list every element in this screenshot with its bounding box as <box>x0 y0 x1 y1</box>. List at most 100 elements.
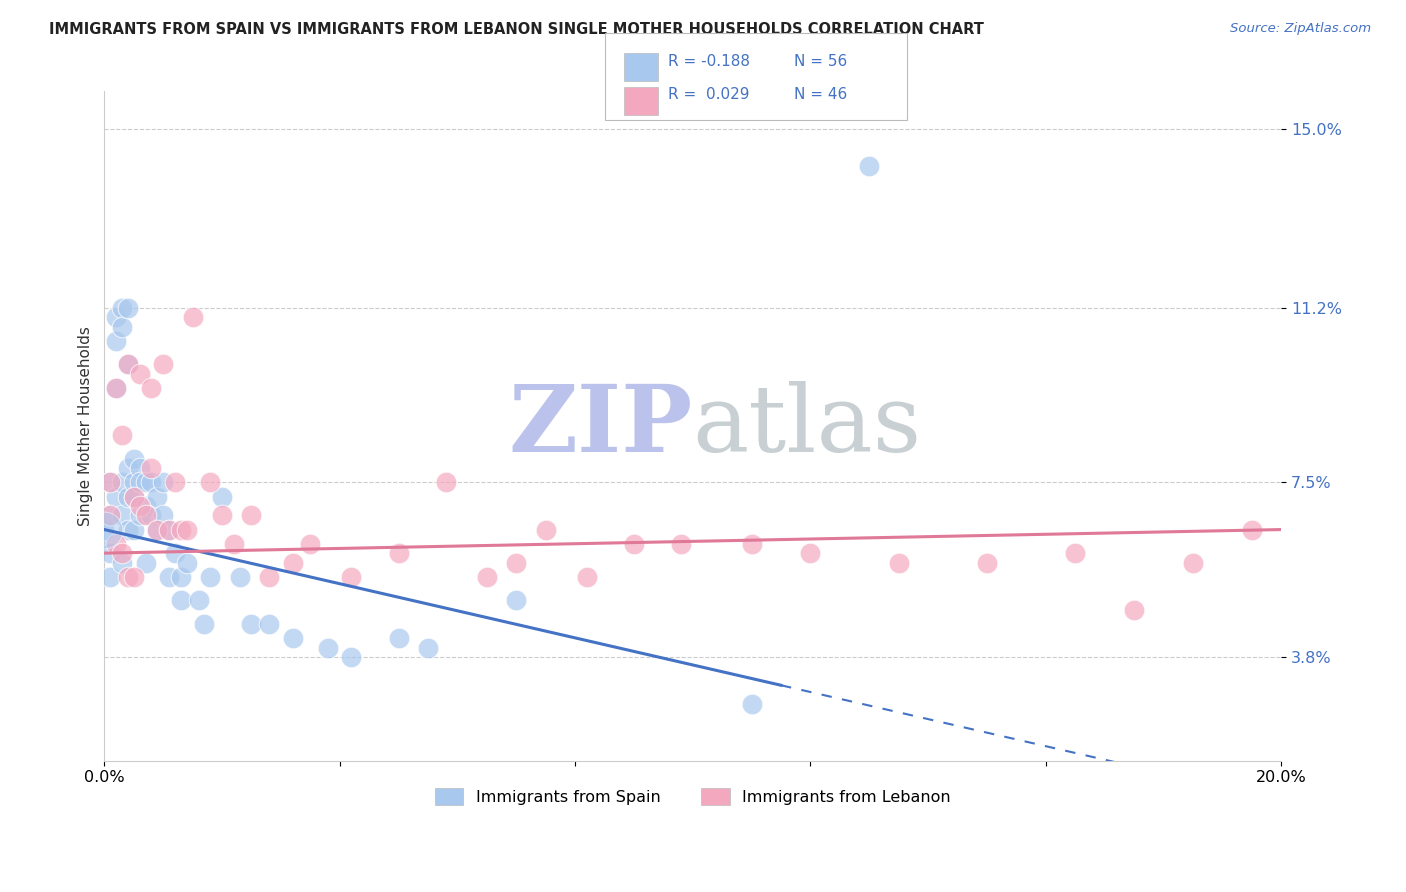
Point <box>105 381 128 395</box>
Point <box>98 546 121 560</box>
Point <box>170 523 193 537</box>
Point <box>181 310 204 325</box>
Point <box>299 537 322 551</box>
Point <box>122 490 145 504</box>
Point <box>200 475 222 490</box>
Point <box>111 319 134 334</box>
Point <box>146 490 169 504</box>
Point <box>128 508 150 523</box>
Point <box>741 537 763 551</box>
Point <box>117 301 139 315</box>
Point <box>105 381 128 395</box>
Text: N = 56: N = 56 <box>794 54 848 69</box>
Point <box>157 570 180 584</box>
Point <box>122 523 145 537</box>
Point <box>135 508 157 523</box>
Legend: Immigrants from Spain, Immigrants from Lebanon: Immigrants from Spain, Immigrants from L… <box>426 780 959 813</box>
Point <box>117 358 139 372</box>
Point <box>146 523 169 537</box>
Point <box>340 649 363 664</box>
Point <box>281 631 304 645</box>
Point <box>111 546 134 560</box>
Point <box>534 523 557 537</box>
Point <box>222 537 245 551</box>
Point <box>98 508 121 523</box>
Point <box>887 556 910 570</box>
Point <box>117 461 139 475</box>
Point <box>135 475 157 490</box>
Point <box>128 461 150 475</box>
Point <box>105 537 128 551</box>
Point <box>200 570 222 584</box>
Point <box>93 523 115 537</box>
Point <box>98 475 121 490</box>
Point <box>141 508 163 523</box>
Point <box>387 546 409 560</box>
Point <box>122 475 145 490</box>
Text: R = -0.188: R = -0.188 <box>668 54 749 69</box>
Point <box>240 616 263 631</box>
Point <box>146 523 169 537</box>
Point <box>152 475 174 490</box>
Point <box>163 475 186 490</box>
Point <box>170 593 193 607</box>
Point <box>475 570 498 584</box>
Point <box>1064 546 1087 560</box>
Point <box>623 537 645 551</box>
Point <box>111 428 134 442</box>
Point <box>741 697 763 711</box>
Text: IMMIGRANTS FROM SPAIN VS IMMIGRANTS FROM LEBANON SINGLE MOTHER HOUSEHOLDS CORREL: IMMIGRANTS FROM SPAIN VS IMMIGRANTS FROM… <box>49 22 984 37</box>
Point <box>128 367 150 381</box>
Point <box>122 570 145 584</box>
Point <box>281 556 304 570</box>
Point <box>93 523 115 537</box>
Point <box>98 508 121 523</box>
Point <box>316 640 339 655</box>
Point <box>858 159 880 173</box>
Point <box>111 301 134 315</box>
Point <box>135 499 157 513</box>
Text: Source: ZipAtlas.com: Source: ZipAtlas.com <box>1230 22 1371 36</box>
Point <box>176 556 198 570</box>
Point <box>505 556 527 570</box>
Point <box>122 451 145 466</box>
Point <box>799 546 821 560</box>
Point <box>257 616 280 631</box>
Point <box>1123 603 1146 617</box>
Point <box>105 334 128 348</box>
Point <box>340 570 363 584</box>
Point <box>1181 556 1204 570</box>
Point <box>211 490 233 504</box>
Point <box>111 508 134 523</box>
Y-axis label: Single Mother Households: Single Mother Households <box>79 326 93 525</box>
Point <box>117 490 139 504</box>
Point <box>228 570 250 584</box>
Point <box>128 475 150 490</box>
Point <box>187 593 209 607</box>
Point <box>105 490 128 504</box>
Text: atlas: atlas <box>693 381 922 471</box>
Point <box>105 310 128 325</box>
Point <box>111 475 134 490</box>
Point <box>111 556 134 570</box>
Point <box>117 358 139 372</box>
Text: ZIP: ZIP <box>509 381 693 471</box>
Point <box>117 570 139 584</box>
Point <box>141 381 163 395</box>
Point <box>128 499 150 513</box>
Point <box>141 461 163 475</box>
Point <box>505 593 527 607</box>
Text: N = 46: N = 46 <box>794 87 848 103</box>
Point <box>157 523 180 537</box>
Point <box>152 358 174 372</box>
Point <box>240 508 263 523</box>
Point <box>176 523 198 537</box>
Point <box>135 556 157 570</box>
Point <box>1240 523 1263 537</box>
Point <box>157 523 180 537</box>
Point <box>976 556 998 570</box>
Point <box>152 508 174 523</box>
Point <box>163 546 186 560</box>
Text: R =  0.029: R = 0.029 <box>668 87 749 103</box>
Point <box>98 570 121 584</box>
